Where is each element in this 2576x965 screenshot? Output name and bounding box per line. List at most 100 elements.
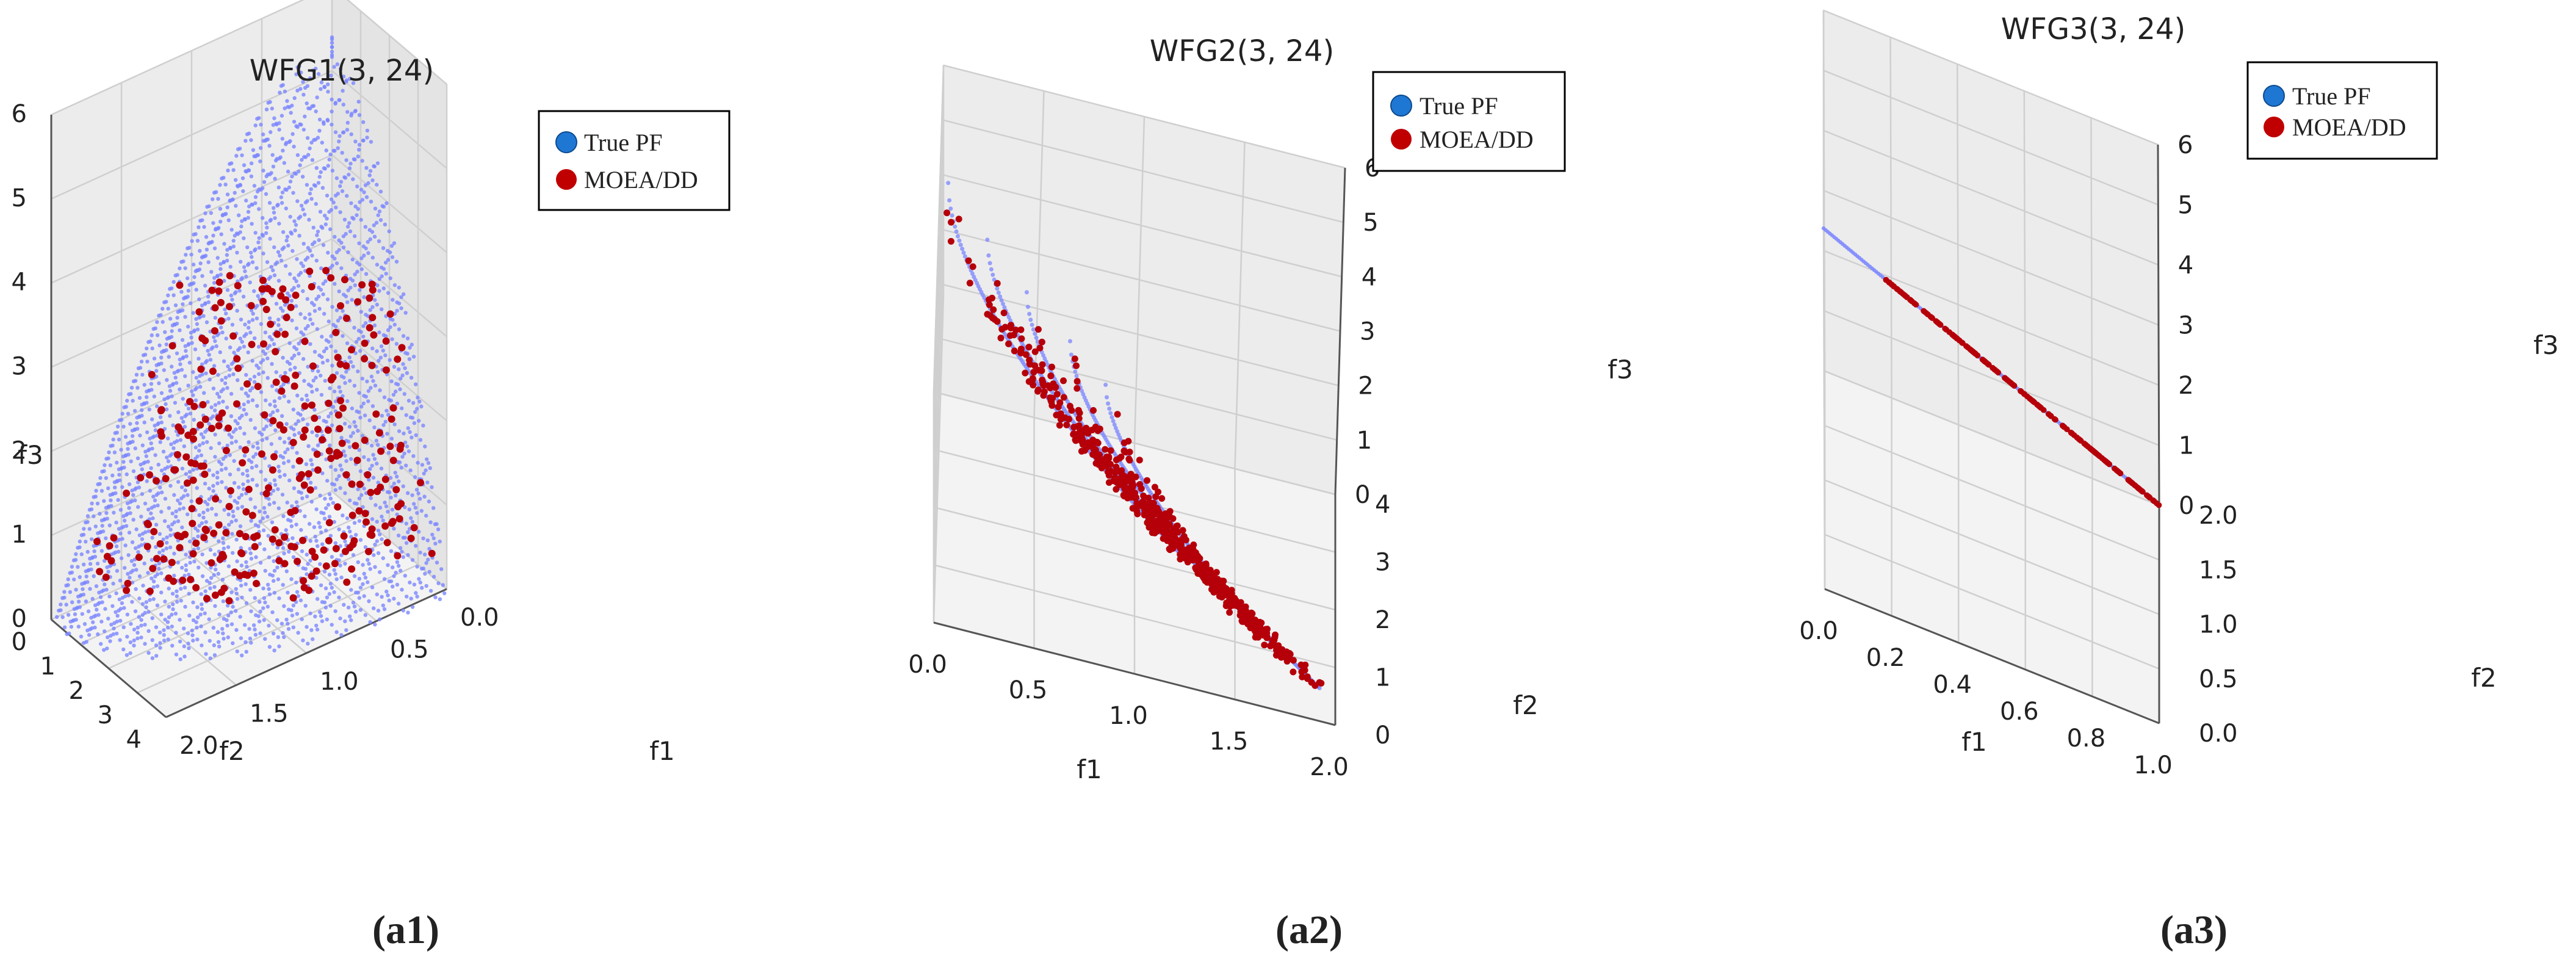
true-pf-point bbox=[367, 599, 371, 604]
true-pf-point bbox=[176, 498, 180, 503]
true-pf-point bbox=[210, 240, 214, 244]
true-pf-point bbox=[191, 311, 195, 315]
true-pf-point bbox=[221, 631, 225, 635]
true-pf-point bbox=[171, 423, 175, 427]
true-pf-point bbox=[1034, 335, 1039, 340]
true-pf-point bbox=[262, 596, 267, 601]
true-pf-point bbox=[427, 569, 431, 574]
true-pf-point bbox=[304, 462, 309, 466]
true-pf-point bbox=[206, 508, 210, 512]
true-pf-point bbox=[348, 360, 353, 364]
moea-dd-point bbox=[1104, 468, 1111, 475]
true-pf-point bbox=[195, 615, 200, 620]
true-pf-point bbox=[350, 278, 355, 283]
true-pf-point bbox=[291, 603, 296, 608]
true-pf-point bbox=[322, 312, 327, 316]
true-pf-point bbox=[261, 132, 265, 137]
true-pf-point bbox=[197, 225, 201, 230]
true-pf-point bbox=[128, 511, 132, 515]
true-pf-point bbox=[263, 352, 267, 356]
true-pf-point bbox=[386, 291, 391, 295]
true-pf-point bbox=[200, 552, 204, 557]
true-pf-point bbox=[155, 320, 159, 324]
true-pf-point bbox=[168, 545, 173, 549]
true-pf-point bbox=[188, 411, 192, 416]
true-pf-point bbox=[204, 320, 209, 325]
true-pf-point bbox=[249, 308, 254, 313]
true-pf-point bbox=[325, 617, 329, 622]
true-pf-point bbox=[95, 562, 100, 566]
true-pf-point bbox=[150, 333, 154, 338]
true-pf-point bbox=[102, 648, 106, 652]
true-pf-point bbox=[140, 537, 145, 541]
true-pf-point bbox=[249, 640, 253, 645]
true-pf-point bbox=[379, 344, 384, 349]
true-pf-point bbox=[272, 648, 276, 652]
true-pf-point bbox=[237, 496, 241, 500]
true-pf-point bbox=[390, 255, 395, 259]
true-pf-point bbox=[268, 237, 272, 241]
true-pf-point bbox=[212, 281, 217, 285]
true-pf-point bbox=[353, 234, 357, 239]
true-pf-point bbox=[295, 612, 299, 616]
true-pf-point bbox=[310, 430, 314, 435]
true-pf-point bbox=[129, 386, 134, 390]
true-pf-point bbox=[347, 526, 351, 530]
moea-dd-point bbox=[1072, 437, 1080, 444]
moea-dd-points bbox=[1883, 276, 2162, 508]
true-pf-point bbox=[70, 600, 74, 604]
true-pf-point bbox=[403, 311, 408, 315]
true-pf-point bbox=[173, 612, 178, 616]
true-pf-point bbox=[280, 621, 284, 626]
moea-dd-point bbox=[123, 587, 131, 595]
grid-line bbox=[938, 228, 1341, 332]
true-pf-point bbox=[299, 528, 303, 532]
true-pf-point bbox=[394, 493, 398, 498]
moea-dd-point bbox=[1223, 599, 1230, 607]
true-pf-point bbox=[333, 101, 338, 105]
moea-dd-point bbox=[1041, 388, 1048, 396]
moea-dd-point bbox=[332, 544, 340, 552]
true-pf-point bbox=[409, 375, 414, 380]
moea-dd-point bbox=[1190, 552, 1197, 559]
true-pf-point bbox=[82, 622, 87, 626]
true-pf-point bbox=[135, 626, 140, 630]
true-pf-point bbox=[305, 183, 309, 187]
true-pf-point bbox=[399, 295, 403, 300]
true-pf-point bbox=[333, 234, 337, 239]
moea-dd-point bbox=[195, 308, 203, 316]
true-pf-point bbox=[200, 362, 204, 367]
grid-line bbox=[1824, 533, 2160, 670]
moea-dd-point bbox=[1964, 344, 1971, 350]
true-pf-point bbox=[276, 203, 280, 207]
true-pf-point bbox=[59, 602, 63, 607]
true-pf-point bbox=[290, 613, 295, 618]
true-pf-point bbox=[244, 560, 248, 565]
true-pf-point bbox=[270, 106, 274, 110]
true-pf-point bbox=[388, 475, 393, 480]
true-pf-point bbox=[423, 571, 427, 576]
true-pf-point bbox=[332, 590, 336, 595]
true-pf-point bbox=[301, 332, 306, 337]
true-pf-point bbox=[370, 517, 375, 521]
true-pf-point bbox=[206, 294, 211, 299]
true-pf-point bbox=[241, 189, 245, 193]
grid-line bbox=[331, 154, 447, 253]
true-pf-point bbox=[381, 246, 386, 250]
true-pf-point bbox=[953, 224, 958, 229]
true-pf-point bbox=[163, 599, 167, 604]
moea-dd-point bbox=[1211, 579, 1218, 586]
true-pf-point bbox=[387, 598, 391, 602]
true-pf-point bbox=[226, 168, 230, 173]
true-pf-point bbox=[289, 577, 294, 581]
moea-dd-point bbox=[226, 303, 233, 311]
true-pf-point bbox=[325, 297, 330, 302]
true-pf-point bbox=[328, 386, 332, 391]
true-pf-point bbox=[202, 391, 206, 395]
true-pf-point bbox=[321, 292, 325, 297]
true-pf-point bbox=[179, 289, 184, 294]
true-pf-point bbox=[386, 593, 390, 598]
moea-dd-point bbox=[225, 502, 233, 510]
true-pf-point bbox=[392, 364, 397, 369]
true-pf-point bbox=[92, 514, 96, 518]
